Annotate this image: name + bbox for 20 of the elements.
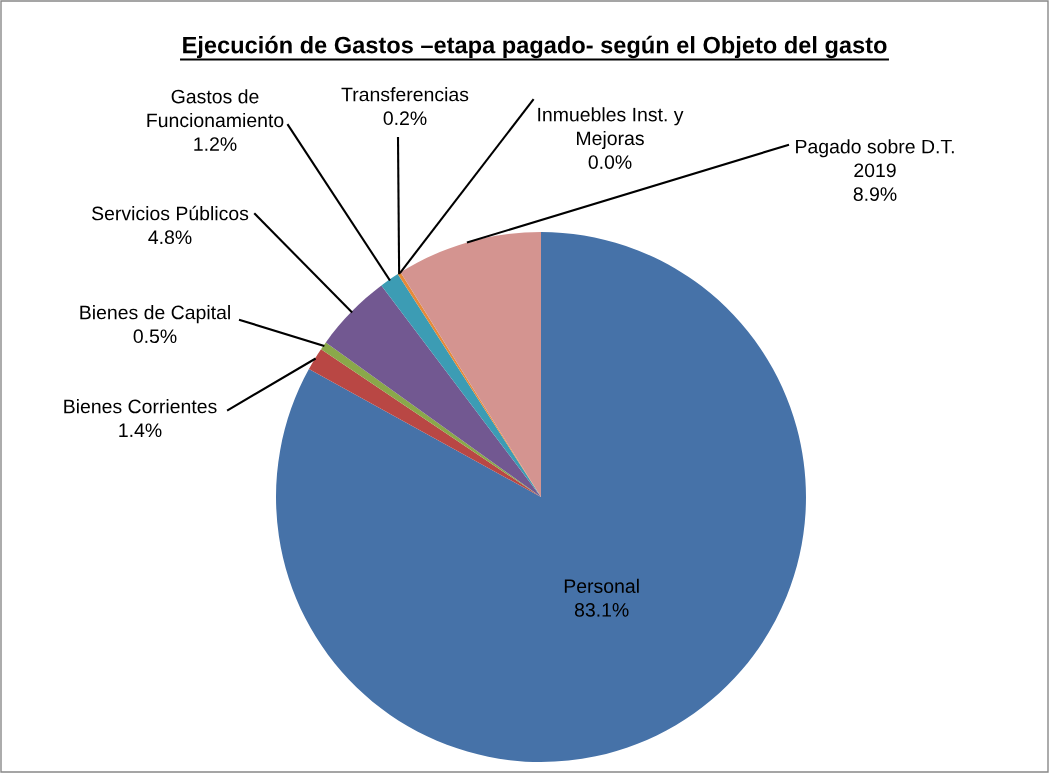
- slice-label: Gastos de Funcionamiento: [147, 89, 284, 128]
- slice-label: Servicios Públicos: [92, 205, 249, 221]
- data-label: 4.8%: [148, 230, 192, 245]
- pie-slice: [276, 232, 806, 762]
- slice-label: Personal: [564, 578, 639, 594]
- slice-label: Bienes Corrientes: [64, 399, 217, 414]
- category-label: Inmuebles Inst. y Mejoras: [538, 107, 684, 150]
- data-label: 0.2%: [383, 111, 427, 126]
- data-label: 1.4%: [119, 423, 162, 438]
- slice-label: Pagado sobre D.T. 2019: [796, 139, 954, 178]
- slice-label: Bienes de Capital: [80, 305, 230, 324]
- text: 0.0%: [588, 155, 632, 169]
- data-label: 8.9%: [853, 187, 897, 201]
- pie-slice: [400, 232, 541, 497]
- slice-label: Transferencias: [341, 87, 469, 102]
- data-label: 0.5%: [133, 329, 177, 344]
- pie-slice: [325, 285, 541, 497]
- data-label: 1.2%: [194, 137, 237, 151]
- data-label: 83.1%: [574, 603, 629, 617]
- chart-title: Ejecución de Gastos –etapa pagado- según el Objeto del gasto: [183, 35, 887, 59]
